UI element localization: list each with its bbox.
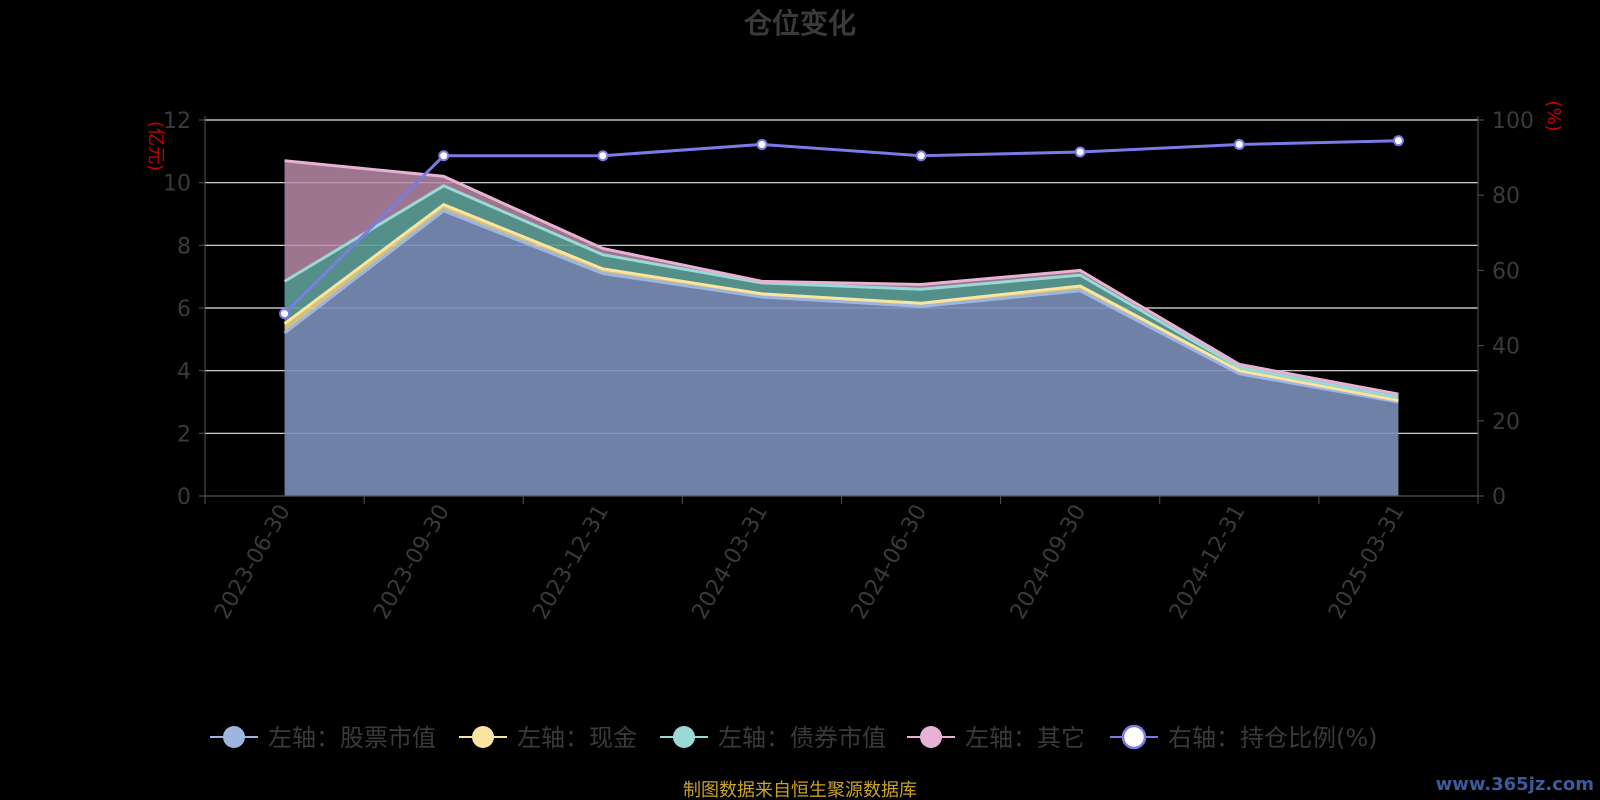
right-axis-unit: (%) [1543,100,1564,131]
ratio-point [915,150,927,162]
left-tick-label: 8 [177,234,191,259]
legend-marker [223,726,245,748]
x-tick-label: 2025-03-31 [1324,501,1410,624]
right-tick-label: 100 [1492,109,1534,134]
x-tick-label: 2023-06-30 [210,501,296,624]
x-tick-label: 2023-09-30 [369,501,455,624]
ratio-point [1074,146,1086,158]
legend-label: 左轴：股票市值 [268,724,436,752]
ratio-point [597,150,609,162]
x-tick-label: 2024-06-30 [847,501,933,624]
ratio-point [438,150,450,162]
ratio-line-series [279,135,1404,320]
area-edge-2 [283,202,1399,402]
right-tick-label: 20 [1492,410,1520,435]
left-tick-label: 10 [163,172,191,197]
legend-item[interactable]: 左轴：债券市值 [660,724,886,752]
ratio-point [1233,138,1245,150]
legend-label: 左轴：债券市值 [718,724,886,752]
left-tick-label: 2 [177,422,191,447]
right-tick-label: 60 [1492,259,1520,284]
legend-label: 左轴：现金 [517,724,637,752]
watermark: www.365jz.com [1436,774,1594,795]
left-tick-label: 12 [163,109,191,134]
legend-item[interactable]: 左轴：股票市值 [210,724,436,752]
legend-marker [920,726,942,748]
left-tick-label: 4 [177,360,191,385]
area-edge-3 [283,184,1399,399]
ratio-point [279,308,291,320]
left-tick-label: 6 [177,297,191,322]
ratio-line [283,139,1399,315]
legend-item[interactable]: 左轴：现金 [459,724,637,752]
left-tick-label: 0 [177,485,191,510]
right-tick-label: 80 [1492,184,1520,209]
ratio-point [1392,135,1404,147]
area-edge-1 [283,209,1399,404]
ratio-point [756,138,768,150]
x-tick-label: 2023-12-31 [528,501,614,624]
legend-item[interactable]: 左轴：其它 [907,724,1085,752]
data-source-note: 制图数据来自恒生聚源数据库 [683,780,917,800]
area-3 [284,185,1399,401]
area-edge-4 [284,159,1399,396]
x-tick-label: 2024-09-30 [1006,501,1092,624]
right-tick-label: 40 [1492,335,1520,360]
legend-marker [1121,724,1147,750]
legend-label: 左轴：其它 [965,724,1085,752]
right-tick-label: 0 [1492,485,1506,510]
legend[interactable]: 左轴：股票市值 左轴：现金 左轴：债券市值 左轴：其它 右轴：持仓比例(%) [210,724,1378,752]
chart-title: 仓位变化 [744,7,856,40]
x-tick-label: 2024-03-31 [688,501,774,624]
area-1 [284,210,1399,496]
left-axis-unit: (亿元) [145,121,166,171]
legend-marker [472,726,494,748]
legend-marker [673,726,695,748]
x-tick-label: 2024-12-31 [1165,501,1251,624]
stacked-areas [283,159,1399,496]
legend-item[interactable]: 右轴：持仓比例(%) [1110,724,1378,752]
legend-label: 右轴：持仓比例(%) [1168,724,1378,752]
